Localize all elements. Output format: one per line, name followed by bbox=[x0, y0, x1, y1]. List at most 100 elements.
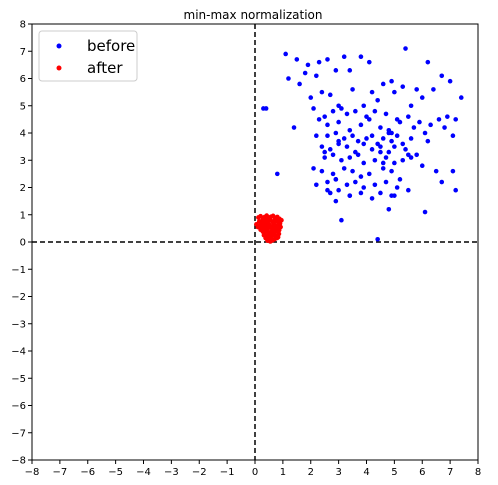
before-point bbox=[291, 125, 297, 130]
y-tick-label: 3 bbox=[20, 156, 26, 167]
before-point bbox=[350, 133, 355, 139]
legend-marker-after bbox=[56, 65, 62, 71]
before-point bbox=[358, 122, 364, 128]
before-point bbox=[263, 106, 269, 111]
before-point bbox=[392, 89, 397, 95]
before-point bbox=[330, 152, 336, 158]
y-tick-label: 7 bbox=[20, 47, 26, 58]
x-tick-label: 2 bbox=[308, 467, 314, 478]
y-tick-label: −4 bbox=[11, 347, 26, 358]
before-point bbox=[355, 152, 361, 158]
before-point bbox=[389, 168, 394, 174]
x-tick-label: −6 bbox=[80, 467, 95, 478]
before-point bbox=[445, 114, 450, 119]
before-point bbox=[305, 62, 311, 68]
y-tick-label: −6 bbox=[11, 401, 26, 412]
before-point bbox=[380, 166, 386, 171]
before-point bbox=[319, 89, 325, 95]
before-point bbox=[297, 81, 302, 87]
before-point bbox=[383, 179, 389, 185]
before-point bbox=[325, 122, 330, 128]
before-point bbox=[400, 84, 406, 89]
before-point bbox=[383, 155, 389, 160]
before-point bbox=[314, 133, 319, 139]
before-point bbox=[419, 163, 425, 168]
y-tick-label: 8 bbox=[20, 20, 26, 31]
x-tick-label: −1 bbox=[220, 467, 235, 478]
before-point bbox=[422, 209, 428, 215]
before-point bbox=[417, 119, 422, 125]
before-point bbox=[341, 54, 347, 59]
before-point bbox=[436, 117, 442, 122]
before-point bbox=[325, 57, 330, 62]
before-point bbox=[403, 147, 408, 152]
before-point bbox=[358, 54, 364, 59]
before-point bbox=[316, 117, 322, 122]
before-point bbox=[380, 160, 386, 166]
before-point bbox=[322, 114, 327, 119]
after-point bbox=[272, 236, 277, 242]
before-point bbox=[339, 106, 344, 111]
before-point bbox=[439, 179, 445, 185]
before-point bbox=[372, 182, 378, 188]
legend-label-after: after bbox=[87, 59, 123, 77]
x-tick-label: −8 bbox=[25, 467, 40, 478]
after-point bbox=[254, 221, 259, 227]
before-point bbox=[308, 95, 314, 100]
before-point bbox=[378, 149, 383, 155]
data-points bbox=[254, 46, 464, 244]
before-point bbox=[336, 119, 341, 125]
before-point bbox=[327, 92, 333, 98]
before-point bbox=[419, 95, 425, 100]
y-tick-label: 4 bbox=[20, 129, 26, 140]
before-point bbox=[325, 187, 330, 193]
legend-box bbox=[38, 30, 138, 82]
before-point bbox=[389, 78, 394, 84]
axis-ticks: −8 −7 −6 −5 −4 −3 −2 −1 0 1 2 3 4 5 6 7 8 −8 −7 −6 −5 −4 −3 −2 −… bbox=[11, 20, 481, 479]
before-point bbox=[314, 73, 319, 79]
before-point bbox=[339, 157, 344, 163]
x-tick-label: −7 bbox=[53, 467, 68, 478]
before-point bbox=[294, 57, 300, 62]
x-tick-label: 1 bbox=[280, 467, 286, 478]
before-point bbox=[364, 136, 369, 141]
before-point bbox=[383, 111, 389, 117]
x-tick-label: 3 bbox=[335, 467, 341, 478]
before-point bbox=[361, 103, 367, 109]
before-point bbox=[319, 144, 325, 149]
before-point bbox=[333, 198, 339, 204]
y-tick-label: −8 bbox=[11, 456, 26, 467]
before-point bbox=[431, 87, 436, 92]
before-point bbox=[366, 117, 372, 122]
before-point bbox=[333, 130, 339, 136]
x-tick-label: 8 bbox=[475, 467, 481, 478]
before-point bbox=[330, 108, 336, 114]
before-point bbox=[361, 160, 367, 166]
before-point bbox=[369, 89, 375, 95]
series-after bbox=[254, 213, 284, 244]
before-point bbox=[316, 59, 322, 65]
before-point bbox=[375, 236, 380, 242]
y-tick-label: −3 bbox=[11, 319, 26, 330]
before-point bbox=[336, 187, 341, 193]
before-point bbox=[333, 68, 339, 73]
before-point bbox=[347, 193, 353, 198]
x-tick-label: 0 bbox=[252, 467, 258, 478]
before-point bbox=[403, 46, 408, 51]
before-point bbox=[319, 168, 325, 174]
before-point bbox=[378, 190, 383, 196]
before-point bbox=[347, 68, 353, 73]
before-point bbox=[369, 196, 375, 201]
before-point bbox=[341, 136, 347, 141]
legend-label-before: before bbox=[87, 37, 135, 55]
y-tick-label: −1 bbox=[11, 265, 26, 276]
before-point bbox=[339, 217, 344, 223]
before-point bbox=[406, 114, 411, 119]
before-point bbox=[453, 117, 459, 122]
before-point bbox=[344, 144, 350, 149]
before-point bbox=[450, 133, 456, 139]
before-point bbox=[353, 108, 358, 114]
y-tick-label: 2 bbox=[20, 183, 26, 194]
before-point bbox=[375, 98, 380, 103]
